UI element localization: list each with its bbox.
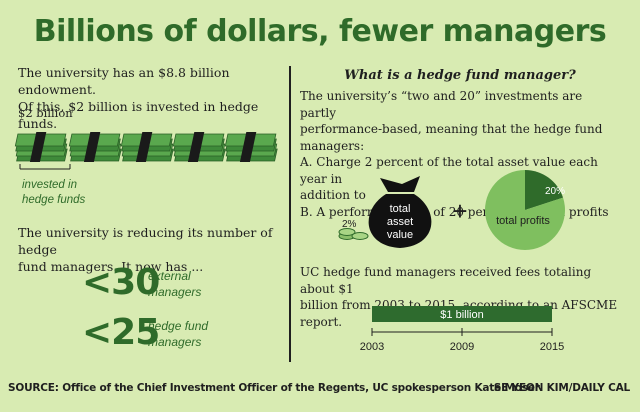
page-title: Billions of dollars, fewer managers: [33, 14, 607, 49]
pie-label-twenty-percent: 20%: [545, 186, 565, 197]
money-band: [239, 132, 257, 162]
coin-icon: [351, 232, 369, 240]
hedge-fund-managers-number: <25: [82, 312, 160, 353]
money-stack-icon: [120, 132, 174, 162]
para-line-2: performance-based, meaning that the hedg…: [300, 122, 603, 153]
money-band: [29, 132, 47, 162]
fees-bar: [372, 306, 552, 322]
pie-label-total-profits: total profits: [496, 215, 550, 227]
money-bag-icon: [368, 194, 432, 248]
two-billion-label: $2 billion: [18, 106, 73, 120]
timeline-label-2015: 2015: [540, 341, 564, 353]
endowment-line-1: The university has an $8.8 billion endow…: [18, 65, 230, 97]
pie-slice-total-profits: [485, 170, 565, 250]
hedge-line-1: hedge fund: [148, 319, 209, 333]
external-line-1: external: [148, 269, 191, 283]
invested-line-1: invested in: [22, 179, 77, 191]
coin-icon: [338, 228, 356, 236]
fees-timeline: $1 billion 2003 2009 2015: [360, 306, 564, 353]
bag-line-3: value: [387, 229, 413, 241]
invested-label: invested in hedge funds: [22, 178, 85, 208]
invested-line-2: hedge funds: [22, 194, 86, 206]
money-stack-icon: [14, 132, 68, 162]
fees-bar-label: $1 billion: [440, 309, 483, 321]
pie-slice-performance-fee: [525, 170, 564, 210]
endowment-line-2: Of this, $2 billion is invested in hedge…: [18, 99, 259, 131]
profits-pie: [485, 170, 565, 250]
money-band: [83, 132, 101, 162]
reducing-line-1: The university is reducing its number of…: [18, 225, 273, 257]
bag-line-2: asset: [387, 216, 413, 228]
column-divider: [289, 66, 291, 362]
para-line-4: addition to: [300, 188, 366, 202]
money-stack-icon: [68, 132, 122, 162]
money-band: [187, 132, 205, 162]
credit-note: SE YEON KIM/DAILY CAL: [493, 382, 630, 394]
bag-line-1: total: [390, 203, 411, 215]
hedge-fund-heading: What is a hedge fund manager?: [344, 68, 576, 83]
money-stacks: [14, 132, 278, 170]
source-note: SOURCE: Office of the Chief Investment O…: [8, 382, 540, 394]
plus-sign: +: [452, 196, 467, 226]
hedge-line-2: managers: [148, 335, 202, 349]
timeline-label-2003: 2003: [360, 341, 384, 353]
reducing-text: The university is reducing its number of…: [18, 224, 280, 275]
bag-top: [380, 176, 420, 192]
endowment-text: The university has an $8.8 billion endow…: [18, 64, 280, 132]
external-managers-label: external managers: [148, 268, 201, 300]
hedge-fund-managers-label: hedge fund managers: [148, 318, 208, 350]
para-line-1: The university’s “two and 20” investment…: [300, 89, 583, 120]
timeline-label-2009: 2009: [450, 341, 474, 353]
fees-line-1: UC hedge fund managers received fees tot…: [300, 265, 592, 296]
money-band: [135, 132, 153, 162]
para-line-3: A. Charge 2 percent of the total asset v…: [300, 155, 598, 186]
external-line-2: managers: [148, 285, 202, 299]
fee-illustration: 2% total asset value + 20% total profits: [338, 170, 565, 250]
reducing-line-2: fund managers. It now has ...: [18, 259, 204, 274]
external-managers-number: <30: [82, 262, 160, 303]
money-stack-icon: [172, 132, 226, 162]
money-stack-icon: [224, 132, 278, 162]
two-percent-label: 2%: [342, 219, 357, 230]
